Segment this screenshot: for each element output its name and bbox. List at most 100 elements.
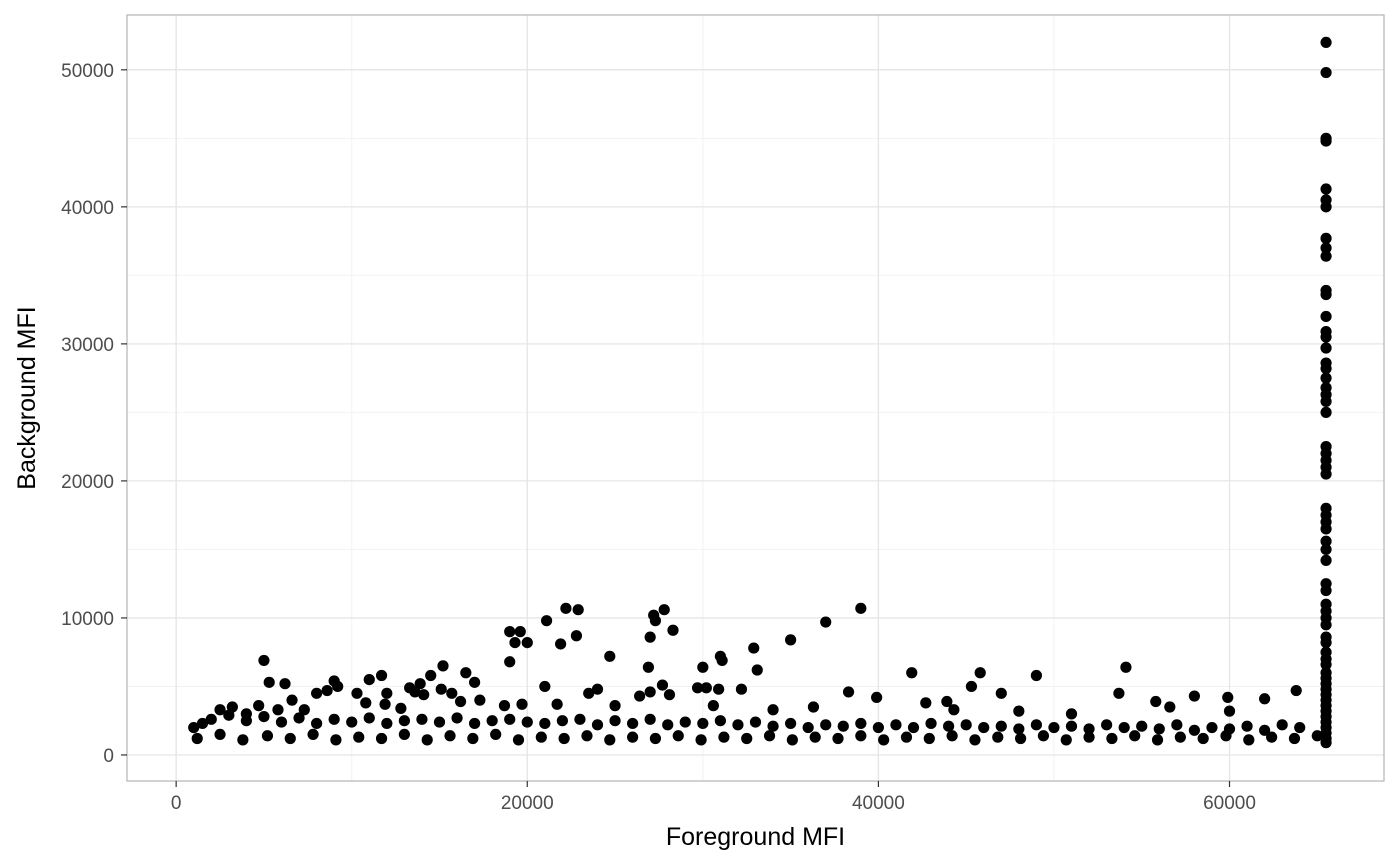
data-point (328, 713, 340, 725)
data-point (1294, 721, 1306, 734)
data-point (321, 684, 333, 697)
data-point (1320, 372, 1332, 384)
data-point (679, 716, 691, 728)
data-point (644, 713, 656, 725)
data-point (574, 713, 586, 725)
data-point (700, 682, 712, 694)
data-point (1320, 232, 1332, 244)
data-point (351, 687, 363, 699)
data-point (1320, 619, 1332, 631)
data-point (656, 679, 669, 691)
data-point (1241, 720, 1253, 732)
data-point (1311, 730, 1323, 742)
data-point (360, 697, 372, 709)
data-point (855, 602, 867, 614)
data-point (444, 730, 456, 742)
panel-border (126, 14, 1385, 782)
y-tick-label: 30000 (61, 335, 114, 356)
data-point (363, 712, 375, 724)
data-point (767, 720, 779, 732)
data-point (1150, 695, 1162, 708)
data-point (1083, 731, 1095, 743)
data-point (1320, 242, 1332, 254)
y-tick-label: 40000 (61, 198, 114, 219)
data-point (907, 721, 920, 734)
data-point (716, 654, 728, 667)
data-point (330, 734, 342, 746)
data-point (697, 717, 709, 730)
data-point (191, 732, 203, 745)
data-point (1048, 721, 1060, 734)
data-point (1013, 705, 1025, 717)
data-point (395, 702, 407, 714)
data-point (1188, 724, 1200, 736)
x-tick-label: 60000 (1203, 793, 1256, 814)
data-point (748, 642, 760, 654)
data-point (627, 731, 639, 743)
data-point (556, 715, 568, 727)
data-point (1320, 636, 1332, 649)
data-point (906, 667, 918, 679)
data-point (1320, 468, 1332, 480)
data-point (943, 720, 955, 732)
data-point (286, 694, 298, 706)
data-point (1151, 734, 1164, 746)
data-point (1266, 731, 1278, 743)
data-point (1320, 66, 1332, 79)
data-point (240, 715, 252, 727)
data-point (258, 654, 270, 667)
data-point (1065, 720, 1078, 732)
data-point (1171, 719, 1183, 731)
data-point (751, 664, 763, 676)
data-point (658, 604, 670, 616)
data-point (1030, 719, 1042, 731)
data-point (1118, 721, 1130, 734)
data-point (900, 731, 913, 743)
data-point (820, 719, 832, 731)
data-point (1320, 201, 1332, 213)
data-point (1164, 701, 1176, 713)
data-point (820, 616, 832, 628)
data-point (469, 676, 481, 688)
data-point (1320, 342, 1332, 354)
data-point (960, 719, 972, 731)
data-point (1320, 554, 1332, 566)
data-point (1223, 705, 1236, 717)
data-point (1220, 730, 1232, 742)
data-point (1320, 331, 1332, 343)
data-point (435, 683, 447, 695)
data-point (591, 683, 604, 695)
data-point (1120, 661, 1132, 673)
data-point (346, 716, 358, 728)
data-point (1222, 691, 1234, 704)
data-point (969, 734, 981, 746)
data-point (842, 686, 855, 698)
data-point (398, 715, 410, 727)
data-point (474, 694, 486, 706)
data-point (785, 717, 797, 730)
data-point (1013, 723, 1025, 735)
data-point (1243, 734, 1255, 746)
data-point (284, 732, 296, 745)
data-point (809, 731, 821, 743)
data-point (514, 626, 526, 638)
data-point (718, 731, 730, 743)
data-point (1320, 183, 1332, 195)
data-point (425, 669, 437, 682)
data-point (454, 695, 467, 708)
data-point (1320, 406, 1332, 418)
grid-lines (127, 15, 1384, 781)
data-point (307, 728, 319, 741)
data-point (786, 734, 798, 746)
x-axis: 0 20000 40000 60000 (171, 781, 1256, 814)
y-tick-label: 10000 (61, 609, 114, 630)
data-point (807, 701, 820, 713)
data-point (437, 660, 449, 672)
data-point (1065, 708, 1078, 720)
data-point (298, 704, 310, 716)
data-point (560, 602, 572, 614)
data-point (644, 686, 656, 698)
data-point (1320, 36, 1332, 49)
y-tick-label: 20000 (61, 472, 114, 493)
data-point (609, 715, 621, 727)
